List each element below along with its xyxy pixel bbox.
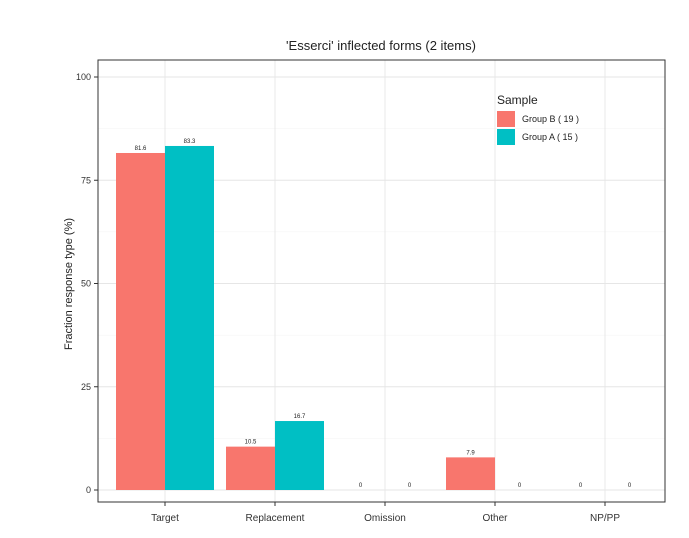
bar-value-label: 16.7 — [294, 414, 306, 420]
x-tick-label: Replacement — [246, 513, 305, 524]
bar-value-label: 7.9 — [466, 450, 475, 456]
bar-value-label: 0 — [359, 483, 363, 489]
bars — [116, 145, 495, 490]
bar — [165, 145, 214, 490]
y-tick-label: 50 — [81, 279, 91, 289]
y-axis: 0 25 50 75 100 — [76, 72, 98, 495]
bar-value-label: 0 — [408, 483, 412, 489]
x-axis: Target Replacement Omission Other NP/PP — [151, 502, 620, 524]
x-tick-label: Target — [151, 513, 179, 524]
x-tick-label: NP/PP — [590, 513, 620, 524]
x-tick-label: Other — [482, 513, 508, 524]
bar — [446, 457, 495, 490]
bar-value-label: 81.6 — [135, 146, 147, 152]
bar-value-label: 10.5 — [245, 440, 257, 446]
bar-value-label: 0 — [628, 483, 632, 489]
bar-value-labels: 81.6 10.5 0 7.9 0 83.3 16.7 0 0 0 — [135, 139, 632, 489]
legend-swatch-group-b — [497, 111, 515, 127]
y-tick-label: 100 — [76, 72, 91, 82]
bar-value-label: 0 — [518, 483, 522, 489]
legend-title: Sample — [497, 93, 538, 107]
bar — [226, 446, 275, 490]
bar-value-label: 83.3 — [184, 139, 196, 145]
y-tick-label: 0 — [86, 485, 91, 495]
x-tick-label: Omission — [364, 513, 406, 524]
legend-label-group-a: Group A ( 15 ) — [522, 132, 578, 142]
bar-value-label: 0 — [579, 483, 583, 489]
chart-title: 'Esserci' inflected forms (2 items) — [286, 38, 476, 53]
y-tick-label: 75 — [81, 175, 91, 185]
legend: Sample Group B ( 19 ) Group A ( 15 ) — [497, 93, 579, 145]
plot-panel-border — [97, 59, 666, 503]
legend-label-group-b: Group B ( 19 ) — [522, 114, 579, 124]
bar — [116, 152, 165, 490]
y-tick-label: 25 — [81, 382, 91, 392]
y-axis-label: Fraction response type (%) — [63, 218, 75, 350]
legend-swatch-group-a — [497, 129, 515, 145]
bar — [275, 421, 324, 490]
